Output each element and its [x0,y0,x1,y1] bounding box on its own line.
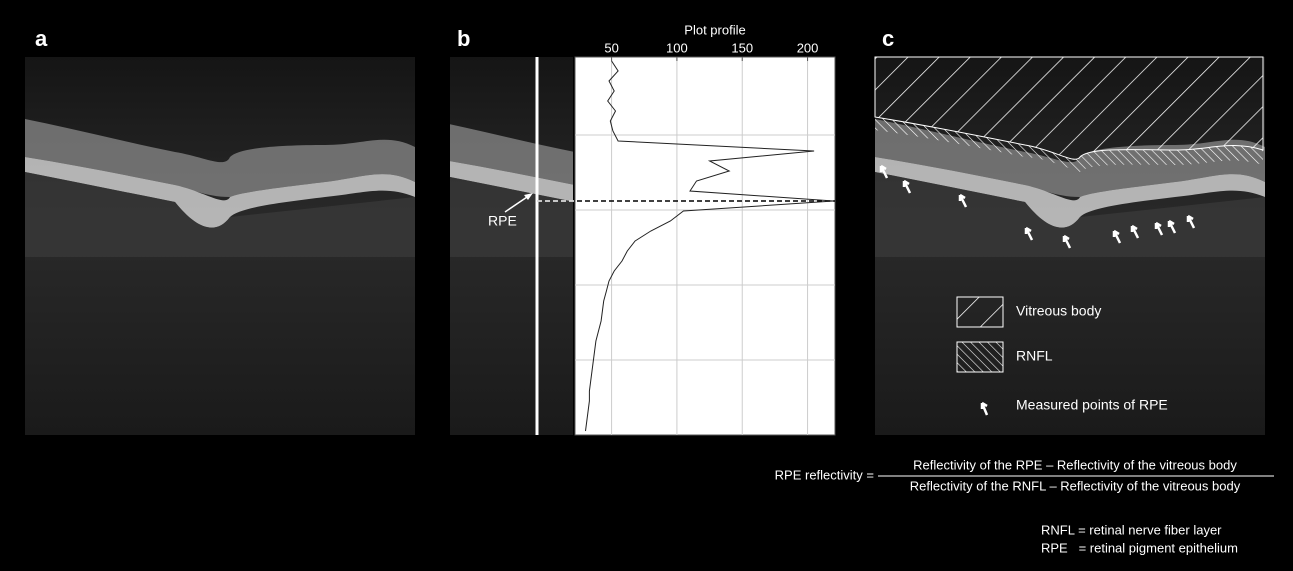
x-tick-label: 150 [731,40,753,55]
plot-area [574,56,836,436]
note: RNFL = retinal nerve fiber layer [1041,522,1222,537]
legend-swatch [956,341,1004,373]
rpe-pointer [504,194,531,213]
rpe-arrows [879,164,1196,249]
x-tick-label: 100 [666,40,688,55]
legend-label: Measured points of RPE [1016,397,1168,413]
formula-lhs: RPE reflectivity = [775,467,874,482]
x-tick-label: 50 [604,40,618,55]
chart-title: Plot profile [684,22,745,37]
legend-label: Vitreous body [1016,303,1101,319]
panel-label: b [457,26,470,51]
profile-line [585,60,834,432]
rpe-pointer-head [524,193,533,200]
panel-label: a [35,26,48,51]
formula-denominator: Reflectivity of the RNFL – Reflectivity … [910,478,1241,493]
x-tick-label: 200 [797,40,819,55]
note: RPE = retinal pigment epithelium [1041,540,1238,555]
panel-label: c [882,26,894,51]
legend-label: RNFL [1016,348,1053,364]
rnfl-hatch [875,117,1263,172]
formula-numerator: Reflectivity of the RPE – Reflectivity o… [913,457,1237,472]
rpe-label: RPE [488,213,517,229]
legend-swatch [956,296,1004,328]
oct-image-a [25,57,415,435]
legend-arrow [980,401,989,416]
